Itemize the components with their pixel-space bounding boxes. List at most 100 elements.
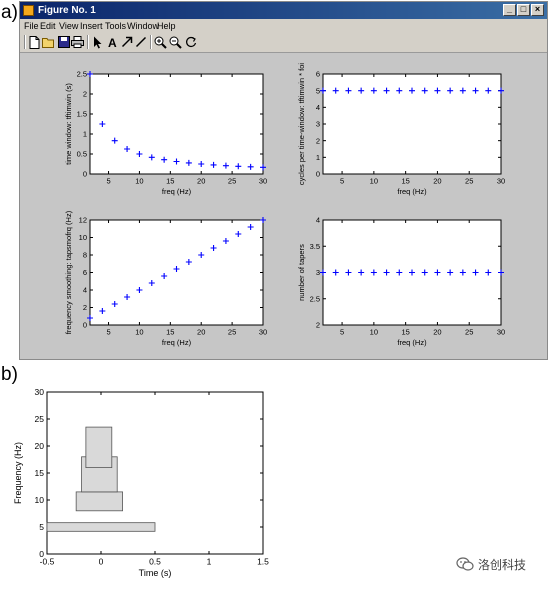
menu-tools[interactable]: Tools (105, 21, 127, 31)
y-tick-label: 30 (35, 387, 45, 397)
x-tick-label: 10 (370, 177, 378, 186)
data-point (434, 269, 441, 276)
y-axis-label: cycles per time-window: tftimwin * foi (297, 63, 306, 185)
data-point (396, 87, 403, 94)
data-point (260, 217, 266, 223)
x-tick-label: 20 (197, 328, 205, 337)
select-arrow-icon[interactable] (91, 35, 104, 49)
x-tick-label: 25 (228, 328, 236, 337)
chart-a2: 5 10 15 20 25 30 0 1 2 3 4 5 6 freq (Hz) cycles per ti… (297, 63, 505, 196)
x-tick-label: 30 (259, 328, 267, 337)
data-point (396, 269, 403, 276)
data-point (447, 269, 454, 276)
insert-text-icon[interactable]: A (106, 35, 119, 49)
x-tick-label: 15 (166, 177, 174, 186)
maximize-button[interactable]: □ (517, 4, 530, 16)
data-point (345, 269, 352, 276)
menu-window[interactable]: Window (127, 21, 160, 31)
x-tick-label: 5 (106, 177, 110, 186)
x-tick-label: 5 (106, 328, 110, 337)
data-point (459, 87, 466, 94)
y-tick-label: 8 (83, 251, 87, 260)
y-tick-label: 2 (316, 136, 320, 145)
data-point (222, 162, 229, 169)
y-tick-label: 1 (83, 130, 87, 139)
x-tick-label: 1 (207, 557, 212, 567)
y-tick-label: 6 (316, 70, 320, 79)
data-point (161, 156, 168, 163)
save-icon[interactable] (57, 35, 70, 49)
zoom-in-icon[interactable] (154, 35, 167, 49)
data-point (320, 87, 326, 94)
menu-view[interactable]: View (59, 21, 79, 31)
data-point (383, 269, 390, 276)
new-file-icon[interactable] (28, 35, 41, 49)
x-axis-label: freq (Hz) (397, 338, 427, 347)
y-axis-label: Frequency (Hz) (13, 442, 23, 504)
close-button[interactable]: × (531, 4, 544, 16)
x-tick-label: 5 (340, 328, 344, 337)
y-tick-label: 1.5 (77, 110, 87, 119)
x-tick-label: 20 (197, 177, 205, 186)
y-tick-label: 0 (39, 549, 44, 559)
data-point (421, 87, 428, 94)
y-tick-label: 3.5 (310, 242, 320, 251)
data-point (485, 269, 492, 276)
x-tick-label: 25 (465, 177, 473, 186)
data-point (198, 161, 205, 167)
y-tick-label: 2 (83, 303, 87, 312)
data-point (185, 259, 192, 265)
print-icon[interactable] (71, 35, 84, 49)
matlab-icon (23, 5, 34, 16)
data-point (247, 163, 254, 170)
figure-window: Figure No. 1 _ □ × File Edit View Insert… (19, 1, 548, 360)
data-point (124, 146, 131, 152)
data-point (185, 159, 192, 166)
data-point (99, 121, 106, 127)
data-point (472, 269, 479, 276)
menu-help[interactable]: Help (157, 21, 176, 31)
x-tick-label: 0.5 (149, 557, 161, 567)
svg-text:A: A (108, 36, 117, 48)
x-tick-label: 25 (465, 328, 473, 337)
data-point (345, 87, 352, 94)
x-tick-label: 20 (433, 177, 441, 186)
plot-area (89, 73, 264, 175)
x-tick-label: 10 (135, 328, 143, 337)
open-folder-icon[interactable] (42, 35, 55, 49)
y-tick-label: 4 (83, 286, 87, 295)
data-point (498, 269, 504, 276)
y-tick-label: 0 (83, 321, 87, 330)
data-point (247, 224, 254, 230)
data-point (260, 164, 266, 171)
menu-insert[interactable]: Insert (80, 21, 103, 31)
data-point (358, 87, 365, 94)
minimize-button[interactable]: _ (503, 4, 516, 16)
data-point (332, 87, 339, 94)
y-tick-label: 10 (79, 233, 87, 242)
insert-line-icon[interactable] (134, 35, 147, 49)
time-frequency-tile (46, 522, 156, 532)
menu-edit[interactable]: Edit (40, 21, 56, 31)
data-point (210, 245, 217, 251)
y-tick-label: 4 (316, 103, 320, 112)
window-titlebar[interactable]: Figure No. 1 _ □ × (20, 2, 547, 19)
x-tick-label: 30 (497, 328, 505, 337)
y-tick-label: 0 (83, 170, 87, 179)
data-point (459, 269, 466, 276)
rotate-icon[interactable] (184, 35, 197, 49)
y-tick-label: 6 (83, 268, 87, 277)
menu-file[interactable]: File (24, 21, 39, 31)
panel-label-a: a) (1, 2, 18, 23)
x-tick-label: 15 (166, 328, 174, 337)
data-point (173, 266, 180, 272)
data-point (332, 269, 339, 276)
zoom-out-icon[interactable] (169, 35, 182, 49)
insert-arrow-icon[interactable] (120, 35, 133, 49)
data-point (409, 87, 415, 94)
x-tick-label: -0.5 (40, 557, 55, 567)
data-point (99, 308, 106, 314)
x-axis-label: freq (Hz) (162, 187, 192, 196)
y-tick-label: 15 (35, 468, 45, 478)
